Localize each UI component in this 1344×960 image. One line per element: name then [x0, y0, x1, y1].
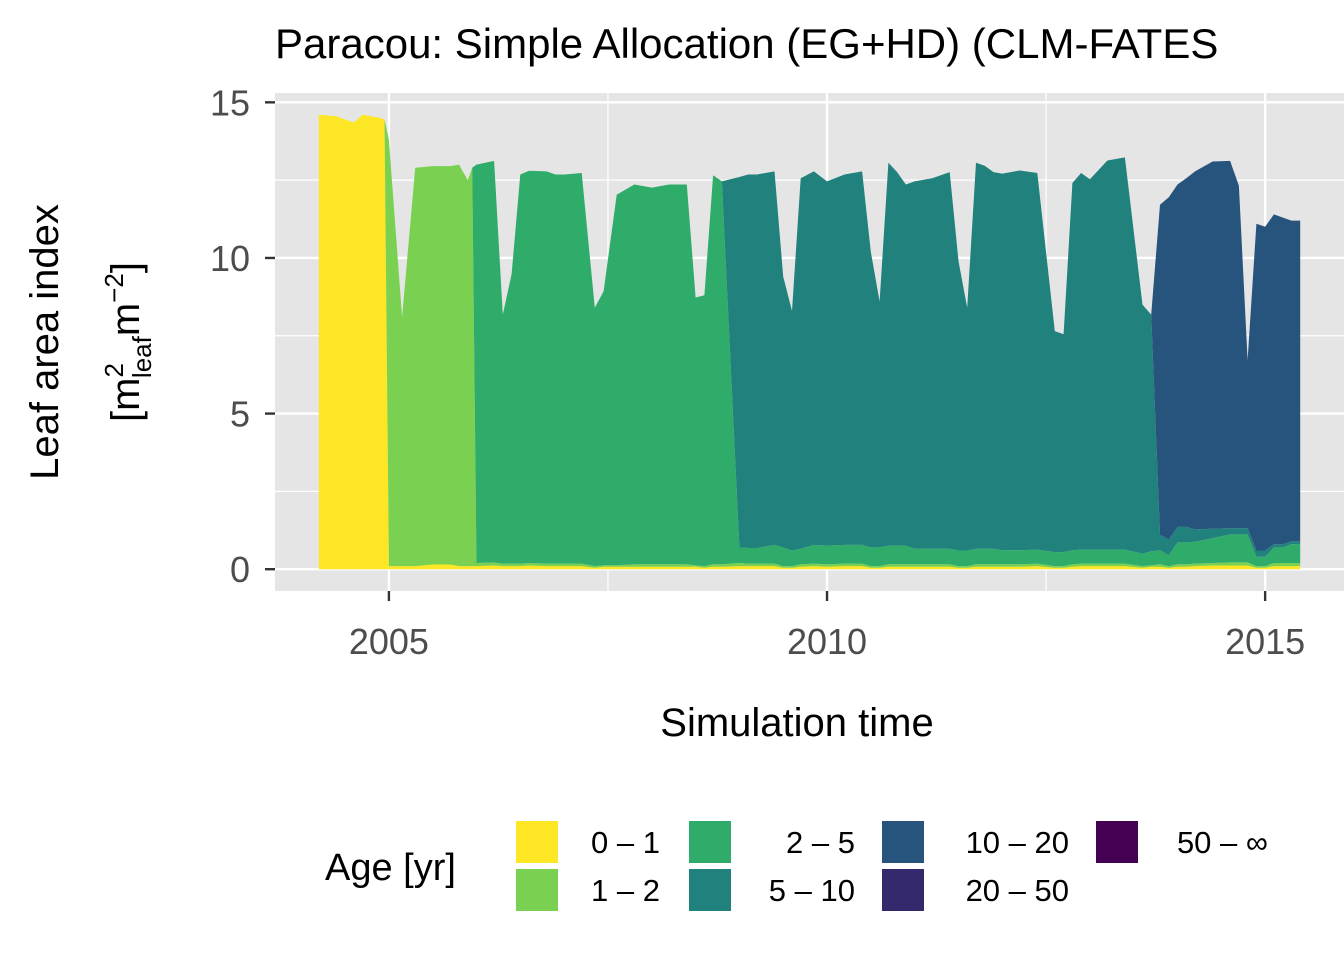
legend-label: 10 – 20 — [966, 825, 1069, 860]
legend-swatch — [882, 869, 924, 911]
x-tick-label: 2015 — [1225, 621, 1305, 662]
legend-swatch — [1096, 821, 1138, 863]
y-axis-title-line2: [m2leafm−2] — [99, 262, 157, 422]
y-axis-title: Leaf area index — [23, 204, 67, 480]
area-series-2 — [318, 114, 1301, 568]
y-tick-label: 15 — [210, 82, 250, 123]
y-tick-label: 10 — [210, 238, 250, 279]
legend-label: 5 – 10 — [769, 873, 855, 908]
legend-swatch — [882, 821, 924, 863]
x-axis-title: Simulation time — [660, 701, 933, 745]
y-axis-title-line1: Leaf area index — [23, 204, 67, 480]
legend-swatch — [689, 821, 731, 863]
x-axis: 2005 2010 2015 — [349, 591, 1305, 662]
legend-label: 1 – 2 — [591, 873, 660, 908]
legend-swatch — [516, 869, 558, 911]
legend-swatch — [516, 821, 558, 863]
ylabel-sup2: −2 — [99, 273, 129, 303]
ylabel-close: ] — [104, 262, 148, 273]
area-series-3 — [318, 114, 1301, 567]
ylabel-sub: leaf — [127, 335, 157, 378]
y-tick-label: 5 — [230, 394, 250, 435]
legend: Age [yr] 0 – 1 1 – 2 2 – 5 5 – 10 10 – 20 20 … — [325, 821, 1268, 911]
area-series-4 — [318, 114, 1301, 557]
legend-swatch — [689, 869, 731, 911]
chart-title: Paracou: Simple Allocation (EG+HD) (CLM-… — [275, 20, 1218, 67]
x-tick-label: 2005 — [349, 621, 429, 662]
y-axis: 0 5 10 15 — [210, 82, 275, 590]
ylabel-mid: m — [104, 303, 148, 336]
y-axis-units: [m2leafm−2] — [99, 262, 157, 422]
legend-label: 20 – 50 — [966, 873, 1069, 908]
ylabel-sup1: 2 — [99, 363, 129, 377]
area-series-5 — [318, 114, 1301, 551]
ylabel-open: [m — [104, 378, 148, 422]
y-tick-label: 0 — [230, 549, 250, 590]
stacked-areas — [318, 114, 1301, 570]
x-tick-label: 2010 — [787, 621, 867, 662]
legend-title: Age [yr] — [325, 847, 456, 889]
legend-label: 50 – ∞ — [1177, 825, 1268, 860]
legend-label: 2 – 5 — [786, 825, 855, 860]
legend-label: 0 – 1 — [591, 825, 660, 860]
